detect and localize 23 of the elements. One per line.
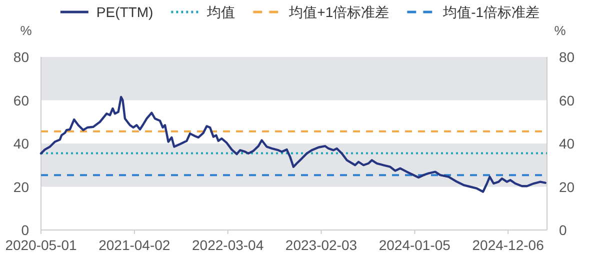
x-tick-label: 2021-04-02: [98, 237, 170, 253]
x-tick-label: 2024-12-06: [472, 237, 544, 253]
y-tick-label: 60: [559, 92, 575, 108]
y2-tick-label: 0: [21, 222, 30, 238]
legend-label: 均值-1倍标准差: [442, 4, 540, 20]
line-series: [40, 96, 546, 193]
legend-label: PE(TTM): [96, 4, 154, 20]
y-tick-label: 0: [559, 222, 567, 238]
y2-tick-label: 60: [13, 92, 30, 108]
legend-label: 均值: [206, 4, 236, 20]
x-tick-label: 2024-01-05: [378, 237, 451, 253]
text: %: [20, 23, 32, 38]
y-tick-label: 20: [559, 178, 575, 195]
x-tick-label: 2023-02-03: [285, 237, 358, 253]
y2-tick-label: 40: [13, 136, 30, 152]
x-tick-label: 2022-03-04: [192, 237, 264, 253]
y2-tick-label: 20: [13, 178, 30, 195]
y2-tick-label: 80: [13, 49, 30, 65]
legend-label: 均值+1倍标准差: [288, 4, 390, 20]
text: %: [554, 23, 566, 38]
y-tick-label: 40: [559, 136, 575, 152]
y-tick-label: 80: [559, 49, 575, 65]
x-tick-label: 2020-05-01: [5, 237, 78, 253]
